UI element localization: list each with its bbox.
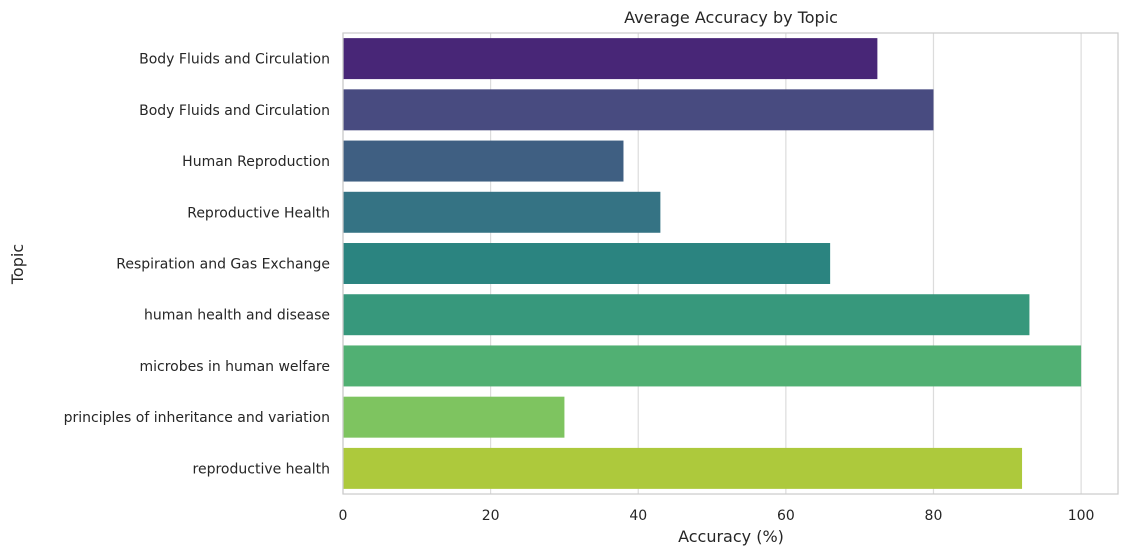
bars	[343, 38, 1082, 489]
x-axis-label: Accuracy (%)	[678, 527, 784, 546]
bar-6	[343, 345, 1082, 387]
y-tick-label-5: human health and disease	[144, 308, 330, 324]
bar-0	[343, 38, 878, 80]
x-axis-ticks: 0 20 40 60 80 100	[339, 508, 1095, 524]
chart-title: Average Accuracy by Topic	[624, 8, 838, 27]
bar-8	[343, 447, 1023, 489]
y-tick-label-0: Body Fluids and Circulation	[139, 52, 330, 68]
bar-1	[343, 89, 934, 131]
x-tick-label-4: 80	[925, 508, 943, 524]
y-axis-label: Topic	[8, 244, 27, 285]
bar-2	[343, 140, 624, 182]
bar-4	[343, 243, 831, 284]
y-tick-label-2: Human Reproduction	[182, 154, 330, 170]
x-tick-label-2: 40	[629, 508, 647, 524]
y-tick-label-8: reproductive health	[193, 461, 330, 477]
bar-5	[343, 294, 1030, 336]
x-tick-label-1: 20	[482, 508, 500, 524]
x-tick-label-3: 60	[777, 508, 795, 524]
x-tick-label-5: 100	[1068, 508, 1095, 524]
bar-3	[343, 191, 661, 233]
x-tick-label-0: 0	[339, 508, 348, 524]
y-tick-label-6: microbes in human welfare	[139, 359, 330, 375]
plot-frame	[342, 32, 1119, 495]
y-tick-label-4: Respiration and Gas Exchange	[116, 257, 330, 273]
y-tick-label-1: Body Fluids and Circulation	[139, 103, 330, 119]
bar-7	[343, 396, 565, 438]
y-axis-ticks: Body Fluids and Circulation Body Fluids a…	[64, 52, 330, 478]
y-tick-label-7: principles of inheritance and variation	[64, 410, 330, 426]
y-tick-label-3: Reproductive Health	[187, 205, 330, 221]
